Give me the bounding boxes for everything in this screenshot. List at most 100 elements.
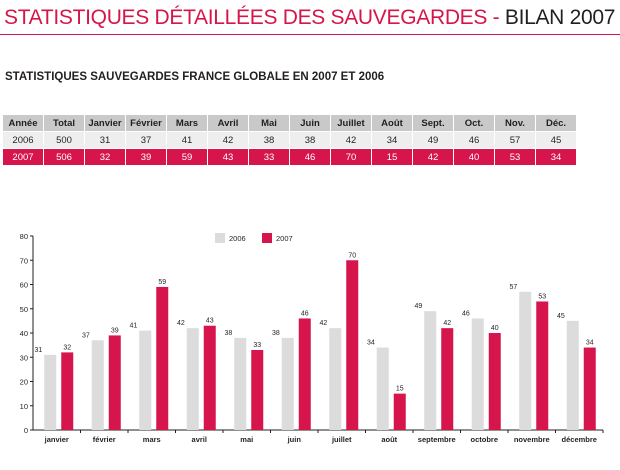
table-header-cell: Février — [125, 115, 167, 132]
table-header-cell: Déc. — [535, 115, 577, 132]
x-tick-label: novembre — [514, 435, 550, 444]
table-cell: 2006 — [3, 131, 44, 149]
data-label: 42 — [177, 320, 185, 327]
y-tick-label: 20 — [20, 378, 28, 387]
data-label: 34 — [367, 340, 375, 347]
table-cell: 53 — [494, 148, 536, 165]
data-label: 15 — [396, 386, 404, 393]
table-cell: 40 — [453, 148, 495, 165]
table-row: 2006 500 31 37 41 42 38 38 42 34 49 46 57 45 — [3, 131, 577, 149]
table-header-cell: Oct. — [453, 115, 495, 132]
data-label: 42 — [443, 320, 451, 327]
data-label: 43 — [206, 318, 214, 325]
table-header-cell: Août — [371, 115, 413, 132]
y-tick-label: 50 — [20, 305, 28, 314]
table-cell: 38 — [289, 131, 331, 149]
bar-2007-mars — [156, 286, 169, 430]
table-cell: 70 — [330, 148, 372, 165]
data-label: 45 — [557, 313, 565, 320]
table-cell: 42 — [412, 148, 454, 165]
table-header-cell: Mai — [248, 115, 290, 132]
data-label: 41 — [129, 323, 137, 330]
x-tick-label: avril — [192, 435, 207, 444]
table-cell: 57 — [494, 131, 536, 149]
bar-2007-juillet — [346, 260, 359, 430]
chart-canvas: 0 10 20 30 40 50 60 70 80 31 32 janvier 37 39 février 4… — [20, 232, 604, 444]
x-tick-label: août — [381, 435, 397, 444]
data-label: 59 — [158, 279, 166, 286]
table-header-cell: Mars — [166, 115, 208, 132]
table-header-cell: Janvier — [84, 115, 126, 132]
bar-2007-février — [108, 335, 121, 430]
x-tick-label: septembre — [418, 435, 456, 444]
table-header-cell: Total — [43, 115, 85, 132]
bar-2006-mai — [234, 337, 247, 430]
table-header-cell: Nov. — [494, 115, 536, 132]
y-tick-label: 10 — [20, 402, 28, 411]
data-label: 53 — [538, 293, 546, 300]
legend-label: 2007 — [276, 234, 293, 243]
table-header-cell: Juillet — [330, 115, 372, 132]
table-cell: 2007 — [3, 148, 44, 165]
data-label: 37 — [82, 332, 90, 339]
data-label: 39 — [111, 327, 119, 334]
data-label: 33 — [253, 342, 261, 349]
table-cell: 32 — [84, 148, 126, 165]
table-header-cell: Avril — [207, 115, 249, 132]
x-tick-label: mars — [143, 435, 161, 444]
bar-2007-avril — [203, 325, 216, 430]
table-cell: 500 — [43, 131, 85, 149]
table-header-cell: Sept. — [412, 115, 454, 132]
bar-2007-novembre — [536, 301, 549, 430]
y-tick-label: 40 — [20, 329, 28, 338]
table-cell: 59 — [166, 148, 208, 165]
data-label: 49 — [414, 303, 422, 310]
table-row: 2007 506 32 39 59 43 33 46 70 15 42 40 53 34 — [3, 148, 577, 165]
table-cell: 46 — [453, 131, 495, 149]
table-cell: 42 — [330, 131, 372, 149]
bar-2006-octobre — [471, 318, 484, 430]
bar-2006-juin — [281, 337, 294, 430]
table-cell: 34 — [371, 131, 413, 149]
data-label: 31 — [34, 347, 42, 354]
bar-2007-mai — [251, 349, 264, 430]
legend-swatch-2006 — [215, 233, 225, 243]
bar-2007-octobre — [488, 333, 501, 430]
y-tick-label: 60 — [20, 281, 28, 290]
table-cell: 34 — [535, 148, 577, 165]
data-label: 42 — [319, 320, 327, 327]
table-cell: 45 — [535, 131, 577, 149]
data-label: 46 — [301, 310, 309, 317]
x-tick-label: janvier — [44, 435, 69, 444]
bar-2006-septembre — [424, 311, 437, 430]
data-label: 34 — [586, 340, 594, 347]
bar-2006-janvier — [44, 354, 57, 430]
page-title-subtitle: BILAN 2007 — [504, 6, 616, 29]
table-cell: 43 — [207, 148, 249, 165]
table-cell: 39 — [125, 148, 167, 165]
data-label: 46 — [462, 310, 470, 317]
legend-swatch-2007 — [262, 233, 272, 243]
bar-2006-mars — [139, 330, 152, 430]
x-tick-label: octobre — [470, 435, 498, 444]
bar-2006-juillet — [329, 328, 342, 430]
table-cell: 49 — [412, 131, 454, 149]
bar-2007-septembre — [441, 328, 454, 430]
data-label: 38 — [224, 330, 232, 337]
table-cell: 38 — [248, 131, 290, 149]
stats-table: Année Total Janvier Février Mars Avril Mai Juin… — [3, 115, 577, 165]
data-label: 57 — [509, 284, 517, 291]
data-label: 40 — [491, 325, 499, 332]
bar-2007-janvier — [61, 352, 74, 430]
bar-2006-avril — [186, 328, 199, 430]
data-label: 32 — [63, 344, 71, 351]
page-title: STATISTIQUES DÉTAILLÉES DES SAUVEGARDES … — [4, 6, 615, 30]
y-tick-label: 70 — [20, 256, 28, 265]
bar-2006-février — [91, 340, 104, 430]
table-cell: 42 — [207, 131, 249, 149]
y-tick-label: 80 — [20, 232, 28, 241]
x-tick-label: février — [93, 435, 116, 444]
x-tick-label: juin — [287, 435, 302, 444]
page-title-main: STATISTIQUES DÉTAILLÉES DES SAUVEGARDES — [4, 6, 488, 29]
bar-2007-août — [393, 393, 406, 430]
